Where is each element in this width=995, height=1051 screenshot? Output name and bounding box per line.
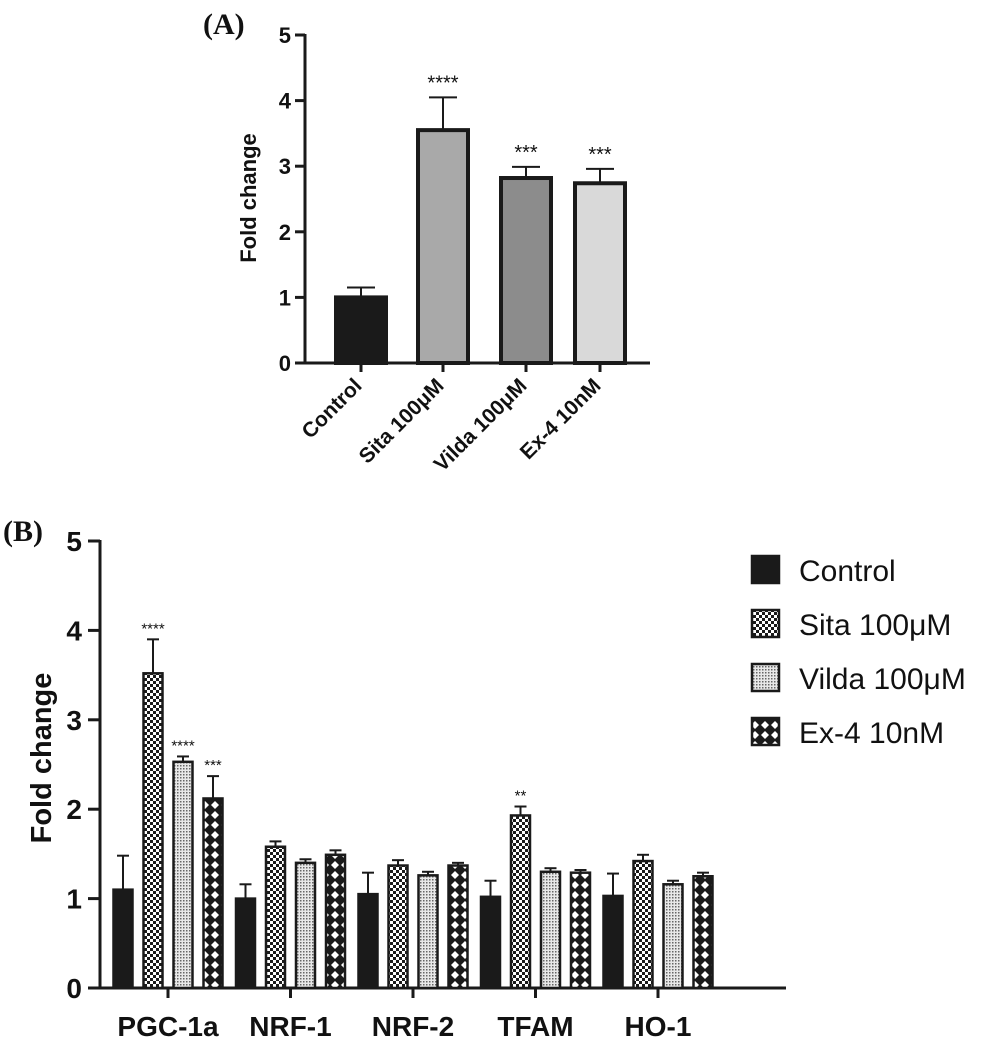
panel-b-bar — [357, 892, 379, 990]
panel-b-bar — [417, 874, 439, 990]
panel-a-bar — [416, 128, 470, 365]
panel-b-legend-swatch — [750, 554, 781, 585]
panel-b-y-tick-label: 4 — [66, 615, 82, 646]
panel-b-bar — [324, 853, 347, 990]
panel-a-significance-label: **** — [427, 72, 458, 94]
panel-b-x-tick-label: NRF-1 — [249, 1011, 331, 1042]
panel-b-bar — [692, 875, 714, 990]
panel-b-bar — [294, 861, 317, 990]
panel-b-legend-swatch — [750, 662, 781, 693]
panel-a-y-tick-label: 2 — [279, 220, 291, 245]
panel-b-y-tick-label: 3 — [66, 705, 82, 736]
panel-b-bar — [509, 814, 532, 990]
panel-b-y-tick-label: 0 — [66, 973, 82, 1004]
panel-b-significance-label: *** — [204, 757, 222, 774]
panel-b-bar — [234, 897, 257, 990]
panel-b-bar — [569, 871, 592, 990]
panel-a-x-tick-label: Ex-4 10nM — [516, 374, 606, 464]
panel-a-bar — [334, 295, 388, 365]
panel-b-bar — [142, 672, 164, 990]
panel-b-bars: ************* — [112, 620, 714, 990]
panel-b-legend-label: Sita 100μM — [799, 609, 951, 642]
panel-b-x-tick-labels: PGC-1a NRF-1 NRF-2 TFAM HO-1 — [117, 988, 691, 1042]
panel-a-significance-label: *** — [514, 142, 538, 164]
panel-b-x-tick-label: TFAM — [497, 1011, 573, 1042]
panel-b-bar — [539, 870, 562, 990]
panel-a-y-tick-label: 3 — [279, 154, 291, 179]
panel-b-bar — [172, 760, 194, 990]
panel-b-legend-swatch — [750, 608, 781, 639]
panel-a-bar — [573, 181, 627, 365]
panel-a-y-tick-label: 5 — [279, 23, 291, 48]
panel-b-y-tick-label: 5 — [66, 526, 82, 557]
panel-a-y-tick-label: 1 — [279, 285, 291, 310]
panel-b-legend-label: Ex-4 10nM — [799, 717, 944, 750]
panel-b-bar — [602, 894, 624, 990]
panel-b-bar — [479, 895, 502, 990]
panel-b-y-axis-label: Fold change — [26, 673, 58, 844]
panel-a-y-axis-label: Fold change — [236, 133, 261, 263]
panel-a-y-tick-label: 4 — [279, 89, 292, 114]
panel-a-significance-label: *** — [588, 144, 612, 166]
panel-b-bar — [202, 797, 224, 990]
panel-b-x-tick-label: HO-1 — [625, 1011, 692, 1042]
panel-b-bar — [662, 883, 684, 990]
panel-b-y-tick-label: 2 — [66, 794, 82, 825]
panel-b-bar — [387, 864, 409, 990]
panel-b-x-tick-label: PGC-1a — [117, 1011, 219, 1042]
panel-b-legend-swatch — [750, 716, 781, 747]
panel-b-legend: Control Sita 100μM Vilda 100μM Ex-4 10nM — [750, 554, 966, 750]
panel-a-label: (A) — [203, 8, 245, 41]
panel-a-bars: ******* *** — [334, 72, 627, 365]
panel-a-y-tick-label: 0 — [279, 351, 291, 376]
panel-b-bar — [447, 864, 469, 990]
panel-b-significance-label: ** — [515, 788, 527, 805]
panel-b-bar — [264, 845, 287, 990]
panel-b-y-tick-label: 1 — [66, 884, 82, 915]
panel-b-label: (B) — [3, 515, 43, 548]
panel-b-x-tick-label: NRF-2 — [372, 1011, 454, 1042]
panel-b-bar — [632, 859, 654, 990]
panel-a-x-tick-label: Control — [297, 374, 366, 443]
panel-a-bar — [499, 176, 553, 365]
panel-b-legend-label: Vilda 100μM — [799, 663, 966, 696]
panel-b-significance-label: **** — [141, 620, 165, 637]
panel-b-legend-label: Control — [799, 555, 896, 588]
panel-b-significance-label: **** — [171, 737, 195, 754]
panel-b-bar — [112, 888, 134, 990]
